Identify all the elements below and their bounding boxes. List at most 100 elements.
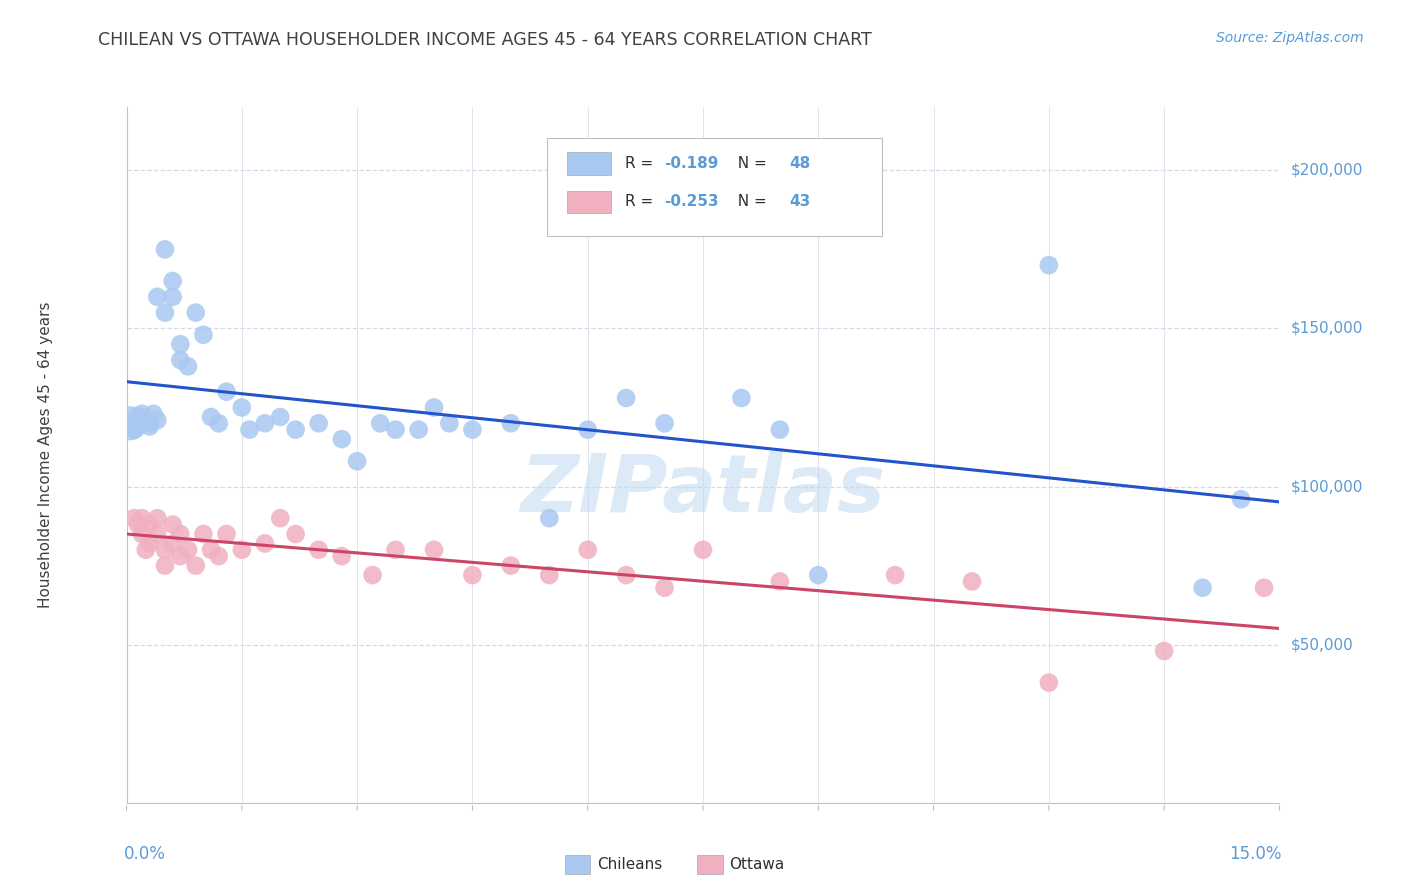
Point [423,401,446,415]
Point [1191,581,1213,595]
Text: $50,000: $50,000 [1291,637,1354,652]
Point [654,581,676,595]
Point [692,542,714,557]
Text: CHILEAN VS OTTAWA HOUSEHOLDER INCOME AGES 45 - 64 YEARS CORRELATION CHART: CHILEAN VS OTTAWA HOUSEHOLDER INCOME AGE… [98,31,872,49]
Text: $100,000: $100,000 [1291,479,1362,494]
Point [384,542,406,557]
Text: 43: 43 [789,194,811,209]
Text: $150,000: $150,000 [1291,321,1362,336]
Point [169,353,191,368]
Point [538,511,561,525]
Point [135,542,157,557]
Point [284,527,307,541]
Point [142,407,165,421]
Point [330,549,353,563]
Point [127,409,149,424]
Point [238,423,260,437]
Point [284,423,307,437]
Point [408,423,430,437]
Point [253,417,276,431]
Point [177,542,200,557]
Text: 0.0%: 0.0% [124,845,166,863]
Point [269,511,291,525]
Point [127,517,149,532]
Point [346,454,368,468]
Point [177,359,200,374]
Text: 15.0%: 15.0% [1229,845,1282,863]
Point [384,423,406,437]
Text: ZIPatlas: ZIPatlas [520,450,886,529]
Text: -0.253: -0.253 [664,194,718,209]
Text: Chileans: Chileans [598,857,662,872]
Point [146,527,169,541]
Point [538,568,561,582]
Bar [565,855,591,874]
Point [131,511,153,525]
Point [208,549,231,563]
Point [208,417,231,431]
Point [153,542,176,557]
Point [121,417,143,431]
Point [361,568,384,582]
Point [135,413,157,427]
Point [131,407,153,421]
Point [138,536,160,550]
Point [1230,492,1253,507]
Text: Householder Income Ages 45 - 64 years: Householder Income Ages 45 - 64 years [38,301,53,608]
Text: N =: N = [728,156,772,171]
Point [215,384,238,399]
Point [269,409,291,424]
Point [769,423,792,437]
Text: Ottawa: Ottawa [730,857,785,872]
Text: R =: R = [624,156,658,171]
Point [138,419,160,434]
Point [308,417,330,431]
Point [169,527,191,541]
Point [162,274,184,288]
Point [146,413,169,427]
Bar [697,855,723,874]
Point [576,423,599,437]
Point [146,290,169,304]
Point [200,542,222,557]
Point [1038,675,1060,690]
Point [614,391,637,405]
Point [153,305,176,319]
Point [146,511,169,525]
Text: 48: 48 [789,156,811,171]
Point [654,417,676,431]
Point [807,568,830,582]
Point [423,542,446,557]
Point [162,536,184,550]
Point [614,568,637,582]
Point [122,511,145,525]
Point [499,558,522,573]
Point [153,558,176,573]
Point [1153,644,1175,658]
Point [730,391,752,405]
Text: N =: N = [728,194,772,209]
Point [200,409,222,424]
Point [461,423,484,437]
Point [169,337,191,351]
Point [576,542,599,557]
Point [461,568,484,582]
Text: -0.189: -0.189 [664,156,718,171]
Point [131,417,153,431]
Point [253,536,276,550]
Point [138,517,160,532]
Point [138,417,160,431]
Text: $200,000: $200,000 [1291,163,1362,178]
Point [1253,581,1275,595]
Point [231,542,253,557]
Point [215,527,238,541]
Point [122,423,145,437]
Point [884,568,907,582]
Point [368,417,391,431]
Point [439,417,461,431]
Text: Source: ZipAtlas.com: Source: ZipAtlas.com [1216,31,1364,45]
Point [153,243,176,257]
Point [499,417,522,431]
Point [169,549,191,563]
Text: R =: R = [624,194,658,209]
